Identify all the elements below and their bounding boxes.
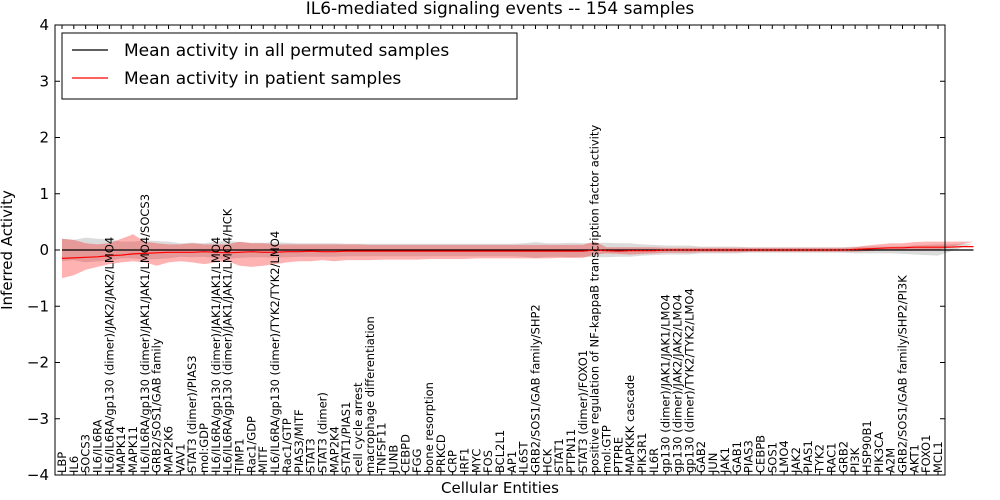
y-tick-label: 0 <box>39 241 49 259</box>
x-tick-label: LMO4 <box>777 440 791 473</box>
y-tick-label: 3 <box>39 72 49 90</box>
x-tick-label: mol:GDP <box>197 423 211 473</box>
x-tick-label: MAPK11 <box>126 426 140 473</box>
x-tick-label: MCL1 <box>931 441 945 473</box>
x-tick-label: JAK2 <box>789 447 803 474</box>
x-tick-label: TNFSF11 <box>375 422 389 474</box>
x-tick-label: PIK3CA <box>872 432 886 473</box>
y-tick-label: −4 <box>27 466 49 484</box>
x-tick-label: GAB2 <box>694 441 708 473</box>
x-tick-label: LBP <box>55 452 69 473</box>
x-tick-label: Rac1/GTP <box>280 418 294 473</box>
x-tick-label: gp130 (dimer)/JAK2/JAK2/LMO4 <box>671 294 685 473</box>
x-tick-label: IL6/IL6RA/gp130 (dimer)/JAK1/JAK1/LMO4 <box>209 237 223 473</box>
x-tick-label: CRP <box>446 450 460 473</box>
x-tick-label: GRB2/SOS1/GAB family <box>150 338 164 473</box>
chart-title: IL6-mediated signaling events -- 154 sam… <box>306 0 695 19</box>
x-tick-label: PTPRE <box>611 437 625 473</box>
x-tick-label: IL6/IL6RA <box>91 419 105 473</box>
legend: Mean activity in all permuted samples Me… <box>61 32 518 100</box>
legend-label-patient: Mean activity in patient samples <box>124 69 401 89</box>
x-tick-label: TIMP1 <box>233 438 247 474</box>
x-tick-label: STAT3 (dimer)/FOXO1 <box>576 350 590 473</box>
x-tick-label: bone resorption <box>422 382 436 473</box>
x-tick-label: IRF1 <box>458 448 472 473</box>
x-tick-label: AKT1 <box>907 444 921 473</box>
x-tick-label: MAP2K4 <box>327 426 341 473</box>
y-tick-label: −3 <box>27 410 49 428</box>
x-tick-label: AP1 <box>505 451 519 473</box>
y-tick-label: 1 <box>39 185 49 203</box>
x-tick-label: PIAS3/MITF <box>292 409 306 473</box>
x-tick-label: MAP2K6 <box>162 426 176 473</box>
x-tick-label: positive regulation of NF-kappaB transcr… <box>588 125 602 473</box>
x-tick-label: STAT1 <box>552 438 566 473</box>
x-tick-label: Rac1/GDP <box>244 416 258 473</box>
x-tick-label: gp130 (dimer)/JAK1/JAK1/LMO4 <box>659 294 673 473</box>
y-axis: −4 −3 −2 −1 0 1 2 3 4 <box>27 16 945 484</box>
x-tick-label: MAPK14 <box>114 426 128 473</box>
x-tick-label: HCK <box>540 448 554 473</box>
x-tick-label: FGG <box>410 449 424 473</box>
x-tick-label: FOS <box>481 450 495 473</box>
x-tick-label: IL6/IL6RA/gp130 (dimer)/JAK2/JAK2/LMO4 <box>102 237 116 473</box>
x-tick-label: SOS1 <box>765 442 779 473</box>
y-tick-label: 2 <box>39 129 49 147</box>
x-tick-label: A2M <box>884 448 898 473</box>
x-tick-label: PTPN11 <box>564 429 578 473</box>
band-series-2 <box>62 234 974 279</box>
x-tick-label: GRB2/SOS1/GAB family/SHP2/PI3K <box>896 275 910 473</box>
x-tick-label: CEBPD <box>398 434 412 473</box>
y-axis-label: Inferred Activity <box>0 190 16 310</box>
x-tick-label: PRKCD <box>434 434 448 473</box>
x-tick-label: MAPKKK cascade <box>623 375 637 473</box>
x-axis-label: Cellular Entities <box>441 479 559 497</box>
x-tick-label: BCL2L1 <box>493 430 507 473</box>
x-tick-label: IL6/IL6RA/gp130 (dimer)/JAK1/JAK1/LMO4/H… <box>221 208 235 473</box>
x-tick-label: MYC <box>469 449 483 473</box>
legend-label-permuted: Mean activity in all permuted samples <box>124 41 449 61</box>
x-tick-label: IL6R <box>647 448 661 473</box>
series-layer <box>61 246 974 259</box>
y-tick-label: −2 <box>27 354 49 372</box>
x-tick-label: gp130 (dimer)/TYK2/TYK2/LMO4 <box>682 288 696 473</box>
x-tick-label: PIAS1 <box>801 440 815 473</box>
x-tick-label: VAV1 <box>173 444 187 473</box>
y-tick-label: −1 <box>27 297 49 315</box>
x-tick-label: HSP90B1 <box>860 420 874 473</box>
x-tick-label: FOXO1 <box>919 435 933 473</box>
x-tick-label: IL6/IL6RA/gp130 (dimer)/TYK2/TYK2/LMO4 <box>268 231 282 473</box>
x-tick-label: STAT1/PIAS1 <box>339 402 353 473</box>
x-tick-label: JUN <box>706 453 720 474</box>
x-tick-label: GRB2/SOS1/GAB family/SHP2 <box>529 304 543 473</box>
x-tick-label: cell cycle arrest <box>351 382 365 473</box>
x-tick-label: RAC1 <box>825 442 839 473</box>
x-tick-label: STAT3 (dimer) <box>315 392 329 473</box>
x-tick-label: STAT3 <box>304 438 318 473</box>
x-tick-label: GRB2 <box>836 441 850 473</box>
x-tick-label: GAB1 <box>730 441 744 473</box>
x-tick-label: JAK1 <box>718 447 732 474</box>
x-tick-label: PI3K <box>848 447 862 473</box>
x-tick-label: IL6 <box>67 456 81 473</box>
x-tick-label: CEBPB <box>753 435 767 473</box>
x-tick-label: mol:GTP <box>600 425 614 473</box>
x-tick-label: STAT3 (dimer)/PIAS3 <box>185 355 199 473</box>
x-tick-label: PIK3R1 <box>635 433 649 474</box>
series-line-2 <box>61 246 974 259</box>
y-tick-label: 4 <box>39 16 49 34</box>
x-tick-label: macrophage differentiation <box>363 316 377 473</box>
x-tick-label: MITF <box>256 446 270 473</box>
x-tick-label: PIAS3 <box>742 440 756 473</box>
legend-box <box>61 32 518 100</box>
x-tick-label: TYK2 <box>813 444 827 474</box>
x-tick-label: JUNB <box>387 445 401 474</box>
x-tick-label: IL6/IL6RA/gp130 (dimer)/JAK1/JAK1/LMO4/S… <box>138 194 152 473</box>
x-tick-label: SOCS3 <box>79 434 93 473</box>
x-tick-label: IL6ST <box>517 441 531 473</box>
